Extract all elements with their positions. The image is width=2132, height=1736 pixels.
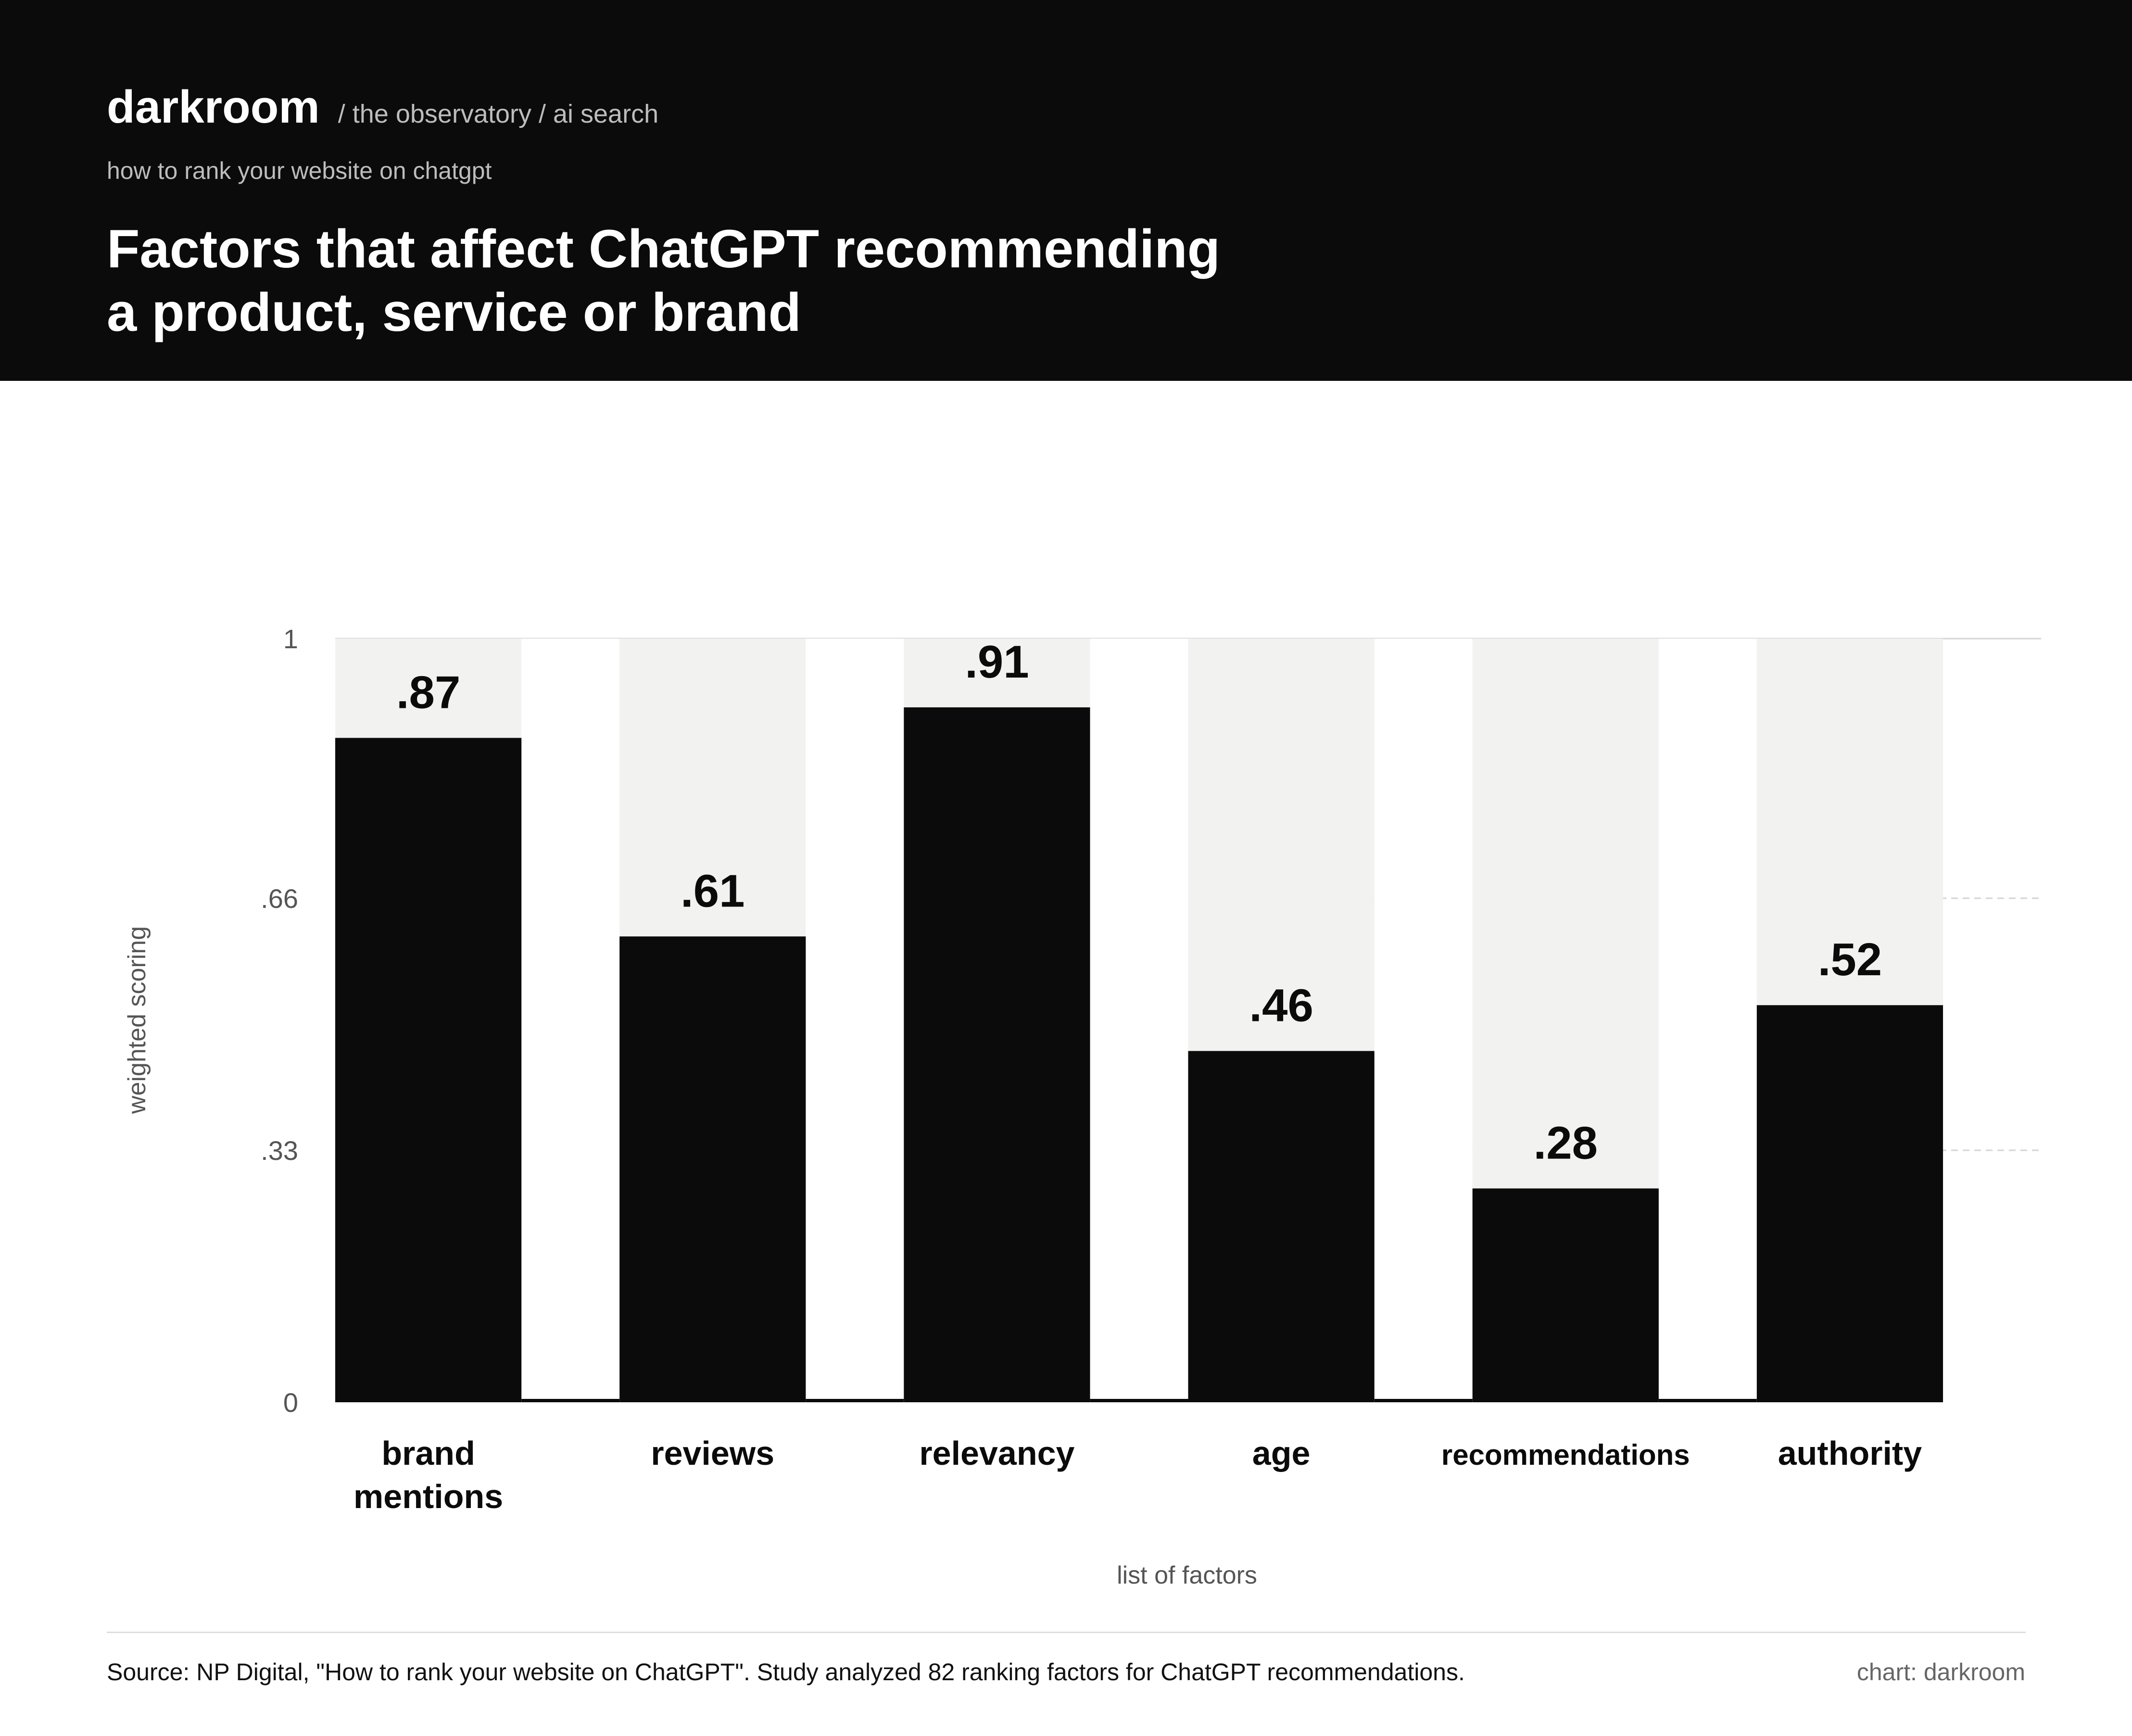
breadcrumb[interactable]: / the observatory / ai search: [338, 100, 659, 128]
x-tick-label-5: authority: [1778, 1434, 1922, 1472]
bar-gap-3: [1374, 639, 1473, 1402]
gap-baseline-0: [521, 1399, 620, 1402]
value-label-3: .46: [1249, 980, 1313, 1032]
y-tick-label-3: 1: [283, 624, 298, 654]
x-tick-label-3: age: [1252, 1434, 1311, 1472]
bar-3[interactable]: [1188, 1051, 1375, 1402]
footer-divider: [107, 1632, 2026, 1633]
bar-2[interactable]: [904, 707, 1090, 1402]
value-labels: .87 .61 .91 .46 .28 .52: [396, 636, 1882, 1169]
bar-gap-1: [806, 639, 904, 1402]
x-axis-label: list of factors: [1117, 1561, 1257, 1589]
chart-title: Factors that affect ChatGPT recommending…: [107, 217, 1357, 344]
gap-baseline-3: [1374, 1399, 1473, 1402]
value-label-4: .28: [1534, 1117, 1598, 1169]
x-tick-label-1: reviews: [651, 1434, 774, 1472]
gap-baseline-4: [1658, 1399, 1757, 1402]
bar-5[interactable]: [1756, 1005, 1943, 1402]
bar-gap-4: [1658, 639, 1757, 1402]
y-tick-label-1: .33: [261, 1135, 298, 1166]
bar-4[interactable]: [1472, 1188, 1659, 1402]
page-subtitle: how to rank your website on chatgpt: [107, 157, 492, 184]
value-label-0: .87: [396, 667, 460, 718]
y-axis-label: weighted scoring: [123, 926, 151, 1114]
x-tick-label-4: recommendations: [1441, 1439, 1690, 1471]
y-tick-label-2: .66: [261, 883, 298, 914]
y-axis-ticks: 0 .33 .66 1: [261, 624, 298, 1418]
bar-gaps: [521, 639, 1757, 1402]
header-banner: darkroom / the observatory / ai search ho…: [0, 0, 2132, 381]
value-label-1: .61: [681, 865, 744, 917]
source-note: Source: NP Digital, "How to rank your we…: [107, 1659, 1465, 1686]
x-tick-label-2: relevancy: [919, 1434, 1074, 1472]
x-tick-label-0-0: brand: [381, 1434, 475, 1472]
gap-baseline-1: [806, 1399, 904, 1402]
bar-0[interactable]: [335, 738, 522, 1402]
y-tick-label-0: 0: [283, 1387, 298, 1418]
value-label-2: .91: [965, 636, 1029, 688]
brand-row: darkroom / the observatory / ai search: [107, 81, 658, 134]
chart-title-line-1: Factors that affect ChatGPT recommending: [107, 219, 1221, 279]
gap-baseline-2: [1090, 1399, 1188, 1402]
value-label-5: .52: [1818, 934, 1882, 985]
bar-gap-2: [1090, 639, 1188, 1402]
chart-credit: chart: darkroom: [1856, 1659, 2025, 1686]
bar-gap-0: [521, 639, 620, 1402]
bars: [335, 707, 1943, 1402]
x-axis-ticks: brand mentions reviews relevancy age recommen…: [353, 1434, 1922, 1515]
x-tick-label-0-1: mentions: [353, 1478, 503, 1515]
bar-1[interactable]: [619, 936, 806, 1402]
brand-logo[interactable]: darkroom: [107, 81, 320, 133]
chart-title-line-2: a product, service or brand: [107, 282, 801, 342]
